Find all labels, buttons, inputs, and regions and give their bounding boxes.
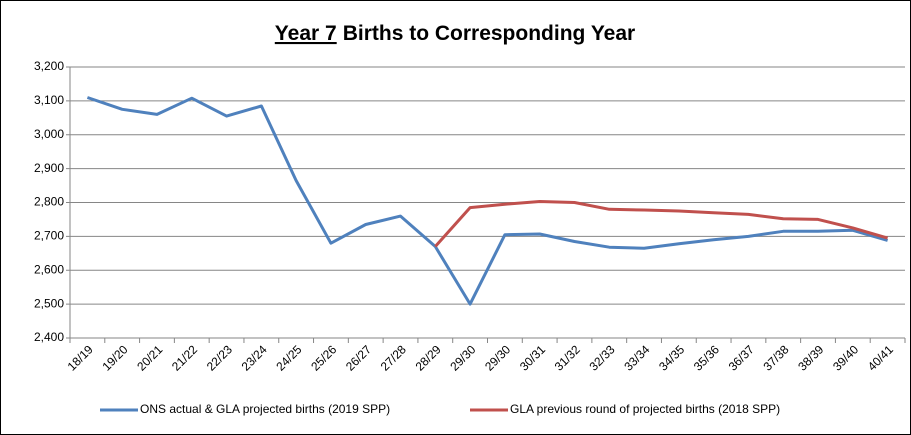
y-tick-label: 2,400 [34, 330, 64, 344]
legend-label: ONS actual & GLA projected births (2019 … [140, 402, 390, 416]
series-line [86, 96, 889, 306]
y-tick-label: 3,200 [34, 59, 64, 73]
chart-title: Year 7 Births to Corresponding Year [275, 22, 635, 45]
y-tick-label: 2,500 [34, 296, 64, 310]
series-line [434, 200, 889, 248]
y-tick-label: 3,000 [34, 127, 64, 141]
y-tick-label: 2,800 [34, 195, 64, 209]
y-tick-label: 2,700 [34, 229, 64, 243]
y-tick-label: 2,900 [34, 161, 64, 175]
y-tick-label: 2,600 [34, 262, 64, 276]
legend-label: GLA previous round of projected births (… [510, 402, 780, 416]
title-rest: Births to Corresponding Year [343, 22, 636, 45]
title-emphasis: Year 7 [275, 22, 337, 45]
y-tick-label: 3,100 [34, 93, 64, 107]
